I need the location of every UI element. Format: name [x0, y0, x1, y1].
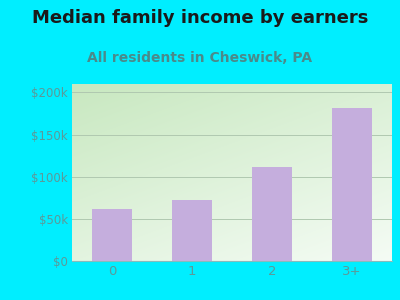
Bar: [172, 200, 212, 261]
Bar: [252, 167, 292, 261]
Text: Median family income by earners: Median family income by earners: [32, 9, 368, 27]
Bar: [332, 108, 372, 261]
Bar: [92, 209, 132, 261]
Text: All residents in Cheswick, PA: All residents in Cheswick, PA: [88, 51, 312, 65]
